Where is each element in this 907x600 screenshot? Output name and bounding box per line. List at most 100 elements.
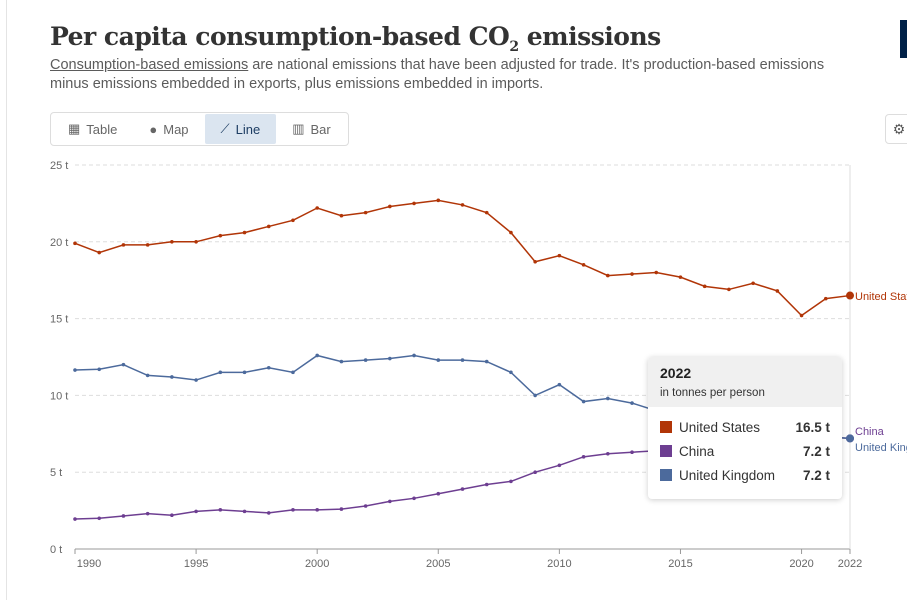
y-tick-label: 10 t [50, 390, 68, 402]
data-point [484, 359, 489, 364]
data-point [145, 511, 150, 516]
data-point [727, 287, 731, 292]
data-point [121, 362, 126, 367]
data-point [315, 508, 319, 512]
x-tick-label: 1995 [184, 558, 208, 570]
tooltip-row-china: China 7.2 t [648, 439, 842, 463]
data-point [388, 356, 392, 361]
data-point [581, 399, 586, 404]
x-tick-label: 2015 [668, 558, 692, 570]
data-point [266, 511, 271, 515]
table-icon: ▦ [68, 121, 81, 136]
x-tick-label: 2005 [426, 558, 450, 570]
data-point [533, 470, 537, 475]
data-point [484, 482, 489, 487]
data-point [509, 479, 513, 484]
data-point [363, 504, 368, 508]
page-frame [6, 0, 907, 600]
data-point [606, 396, 610, 401]
y-tick-label: 20 t [50, 237, 68, 249]
data-point [557, 382, 562, 387]
tooltip-unit: in tonnes per person [660, 387, 765, 399]
tab-map[interactable]: ● Map [149, 121, 189, 137]
data-point [460, 358, 465, 362]
data-point [194, 378, 198, 382]
data-point [97, 367, 102, 372]
data-point [412, 496, 416, 501]
settings-button[interactable]: ⚙ [885, 114, 907, 144]
data-point [846, 291, 854, 300]
data-point [557, 253, 562, 258]
data-point [533, 393, 537, 398]
data-point [436, 198, 441, 203]
data-point [775, 289, 780, 293]
data-point [73, 517, 77, 521]
data-point [557, 463, 562, 468]
data-point [291, 218, 295, 223]
data-point [363, 358, 368, 362]
data-point [606, 451, 610, 456]
data-point [97, 250, 102, 255]
data-point [339, 213, 344, 218]
data-point [678, 275, 683, 279]
series-line-united-states [74, 199, 851, 317]
data-point [363, 210, 368, 215]
data-point [170, 513, 174, 518]
subtitle: Consumption-based emissions are national… [50, 57, 825, 92]
data-point [170, 375, 174, 379]
x-tick-label: 1990 [77, 558, 101, 570]
x-tick-label: 2010 [547, 558, 571, 570]
data-point [412, 353, 416, 358]
y-tick-label: 25 t [50, 160, 68, 172]
page-title: Per capita consumption-based CO2 emissio… [50, 22, 661, 55]
tab-line[interactable]: ⟋ Line [204, 114, 277, 144]
data-point [266, 365, 271, 370]
data-point [751, 281, 755, 286]
data-point [436, 491, 441, 496]
data-point [121, 243, 126, 247]
data-point [291, 370, 295, 375]
data-point [218, 233, 223, 238]
data-point [630, 450, 634, 455]
series-end-label: China [855, 426, 885, 438]
data-point [630, 272, 634, 276]
series-end-label: United Kingdom [855, 442, 907, 454]
data-point [509, 370, 513, 375]
y-tick-label: 5 t [50, 467, 62, 479]
globe-icon: ● [149, 121, 158, 137]
data-point [218, 370, 223, 375]
data-point [291, 508, 295, 512]
data-point [484, 210, 489, 215]
tooltip-row-us: United States 16.5 t [648, 415, 842, 439]
line-chart-icon: ⟋ [220, 121, 230, 136]
tab-bar[interactable]: ▥ Bar [292, 121, 331, 137]
data-point [846, 434, 854, 443]
swatch [660, 445, 672, 457]
series-end-label: United States [855, 291, 907, 303]
data-point [145, 373, 150, 378]
data-point [170, 240, 174, 244]
data-point [194, 509, 198, 514]
data-point [412, 201, 416, 206]
data-point [533, 259, 537, 264]
data-point [97, 516, 102, 521]
data-point [315, 353, 319, 358]
data-point [630, 401, 634, 405]
data-point [339, 507, 344, 511]
data-point [606, 273, 610, 278]
data-point [242, 370, 247, 375]
view-tabs: ▦ Table ● Map ⟋ Line ▥ Bar [50, 112, 349, 146]
subtitle-link[interactable]: Consumption-based emissions [50, 57, 249, 73]
data-point [823, 296, 828, 301]
data-point [436, 358, 441, 362]
tab-table[interactable]: ▦ Table [68, 121, 118, 137]
x-tick-label: 2020 [789, 558, 813, 570]
data-point [73, 368, 77, 372]
tooltip-row-uk: United Kingdom 7.2 t [648, 463, 842, 487]
y-tick-label: 0 t [50, 544, 62, 556]
data-point [194, 240, 198, 244]
bar-chart-icon: ▥ [292, 121, 305, 136]
data-point [388, 204, 392, 209]
tooltip: 2022 in tonnes per person United States 16… [648, 357, 842, 499]
tooltip-year: 2022 [660, 365, 692, 381]
